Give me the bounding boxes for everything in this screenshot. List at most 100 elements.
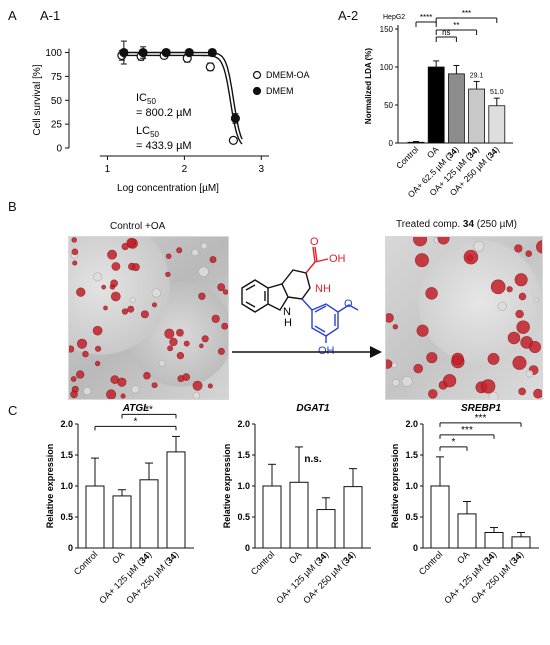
lipid-droplet [207, 383, 213, 389]
lipid-droplet [386, 359, 393, 369]
lipid-droplet [110, 291, 121, 302]
c-dgat1-y-tick-label: 1.5 [237, 450, 250, 460]
lipid-droplet [69, 345, 75, 353]
lipid-droplet [165, 271, 171, 278]
lipid-droplet [143, 371, 151, 380]
lipid-droplet [401, 376, 413, 387]
lipid-droplet [92, 325, 103, 336]
lipid-droplet [183, 340, 190, 347]
lipid-droplet [201, 335, 209, 343]
lipid-droplet [121, 308, 129, 315]
a1-x-tick-label: 2 [182, 164, 188, 175]
c-dgat1-bar [289, 481, 309, 549]
a1-y-tick-label: 50 [51, 96, 63, 107]
c-srebp1-y-tick-label: 1.0 [405, 481, 418, 491]
carboxyl-oh-bond [314, 258, 329, 263]
lipid-droplet [217, 283, 226, 292]
a1-point-dmem-oa [205, 62, 215, 72]
c-atgl-bar [166, 451, 186, 549]
lipid-droplet [103, 305, 108, 311]
lipid-droplet [490, 279, 506, 295]
lipid-droplet [413, 237, 428, 247]
a1-point-dmem [138, 47, 148, 58]
a1-annotation-name: LC50 [136, 125, 160, 139]
c-atgl-category-label: OA [110, 549, 126, 565]
lipid-droplet [525, 250, 532, 257]
lipid-droplet [497, 301, 507, 311]
lipid-droplet [82, 350, 89, 358]
lipid-droplet [426, 352, 438, 364]
c-dgat1-bar [316, 509, 336, 549]
c-srebp1-y-tick-label: 1.5 [405, 450, 418, 460]
lipid-droplet [120, 393, 126, 399]
a2-y-tick-label: 50 [384, 101, 393, 110]
c-atgl-sig-label: ** [145, 404, 153, 415]
a1-legend-marker [252, 86, 262, 96]
lipid-droplet [386, 313, 394, 323]
panel-label-a2: A-2 [338, 8, 359, 23]
lipid-droplet [533, 297, 539, 303]
lipid-droplet [71, 237, 77, 243]
c-dgat1-y-axis-label: Relative expression [222, 444, 232, 529]
lipid-droplet [222, 289, 228, 295]
c-atgl-category-label: OA+ 250 µM (34) [124, 549, 180, 605]
c-atgl-title: ATGL [122, 403, 149, 414]
c-dgat1-category-label: OA+ 250 µM (34) [301, 549, 357, 605]
lipid-droplet [129, 297, 136, 304]
c-srebp1-y-axis-label: Relative expression [390, 444, 400, 529]
carboxyl-bond [305, 261, 316, 274]
a1-y-tick-label: 75 [51, 72, 63, 83]
c-srebp1-sig-label: *** [461, 425, 473, 436]
c-atgl-y-tick-label: 1.0 [60, 481, 73, 491]
c-srebp1-sig-label: *** [475, 413, 487, 424]
c-srebp1-y-tick-label: 0 [413, 543, 418, 553]
lipid-droplet [151, 382, 158, 389]
structure-o: O [310, 236, 319, 248]
phenyl-ring [311, 303, 339, 337]
lipid-droplets-treated [386, 237, 542, 399]
a1-y-axis-label: Cell survival [%] [32, 64, 43, 135]
lipid-droplet [512, 355, 527, 370]
lipid-droplet [425, 287, 438, 300]
lipid-droplet [191, 248, 199, 257]
lipid-droplet [463, 249, 479, 265]
c-dgat1-category-label: Control [249, 549, 277, 577]
a1-x-tick-label: 3 [259, 164, 265, 175]
c-dgat1-y-tick-label: 0.5 [237, 512, 250, 522]
lipid-droplet [107, 249, 117, 260]
lipid-droplet [83, 387, 92, 396]
panel-label-b: B [8, 199, 17, 214]
lipid-droplet [70, 390, 78, 399]
c-atgl-sig-label: * [134, 416, 138, 427]
lipid-droplet [151, 288, 161, 298]
c-atgl-y-axis-label: Relative expression [45, 444, 55, 529]
structure-o-methoxy: O [344, 298, 353, 310]
a1-point-dmem [207, 47, 217, 58]
lipid-droplet [70, 376, 77, 382]
c-srebp1-category-label: OA+ 250 µM (34) [469, 549, 525, 605]
lipid-droplet [93, 272, 103, 282]
lipid-droplet [165, 253, 172, 259]
treated-label-compound: 34 [462, 219, 475, 230]
lipid-droplet [209, 256, 217, 263]
c-atgl-y-tick-label: 0 [68, 543, 73, 553]
a1-y-tick-label: 25 [51, 120, 63, 131]
c-dgat1-note: n.s. [304, 454, 321, 465]
lipid-droplet [515, 309, 524, 319]
a1-x-tick-label: 1 [105, 164, 111, 175]
structure-nh: NH [315, 283, 331, 295]
a1-point-dmem [184, 47, 194, 58]
a2-title: HepG2 [383, 14, 405, 21]
panel-label-a: A [8, 8, 17, 23]
lipid-droplet [488, 391, 499, 399]
a1-point-dmem [161, 47, 171, 58]
c-srebp1-y-tick-label: 0.5 [405, 512, 418, 522]
lipid-droplet [428, 389, 438, 399]
c-srebp1-bar [430, 485, 450, 549]
lipid-droplet [525, 370, 534, 378]
a2-y-tick-label: 150 [380, 25, 394, 34]
lipid-droplet [392, 324, 399, 330]
